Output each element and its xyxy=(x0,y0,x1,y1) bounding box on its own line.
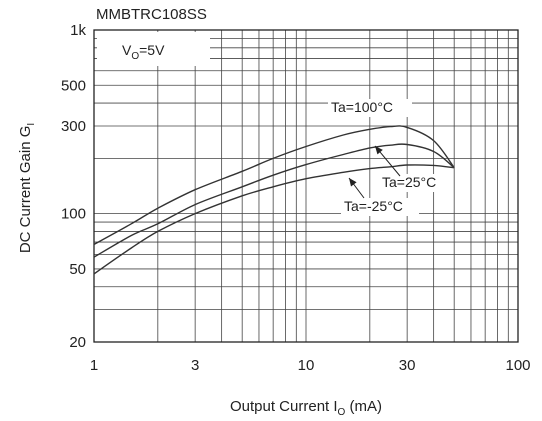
x-tick-label: 10 xyxy=(298,357,315,374)
condition-annotation: VO=5V xyxy=(122,42,165,62)
series-line-ta-100c xyxy=(93,125,455,246)
curve-label-background xyxy=(341,198,419,216)
x-tick-label: 100 xyxy=(505,357,530,374)
y-tick-label: 500 xyxy=(61,77,86,94)
y-tick-label: 50 xyxy=(69,261,86,278)
arrowhead-icon xyxy=(375,146,383,155)
tick-labels: 1 3 10 30 100 20 50 100 300 500 1k xyxy=(61,22,531,374)
curve-label-background xyxy=(328,99,412,117)
curve-label: Ta=25°C xyxy=(382,174,436,190)
arrowhead-icon xyxy=(349,178,357,187)
chart-title: MMBTRC108SS xyxy=(96,6,207,23)
annotation-box xyxy=(97,32,210,66)
curve-label-background xyxy=(379,174,449,192)
y-tick-label: 300 xyxy=(61,118,86,135)
y-axis-title: DC Current Gain GI xyxy=(17,123,37,253)
y-tick-label: 100 xyxy=(61,206,86,223)
y-tick-label: 20 xyxy=(69,334,86,351)
curve-label: Ta=100°C xyxy=(331,99,393,115)
y-tick-label: 1k xyxy=(70,22,86,39)
x-tick-label: 1 xyxy=(90,357,98,374)
plot-frame xyxy=(93,29,519,343)
curve-label: Ta=-25°C xyxy=(344,198,403,214)
curve-labels: Ta=100°C Ta=25°C Ta=-25°C xyxy=(328,99,449,216)
series-line-ta-minus-25c xyxy=(93,164,455,275)
series-line-ta-25c xyxy=(93,143,455,258)
x-tick-label: 3 xyxy=(191,357,199,374)
grid-lines xyxy=(94,30,518,342)
x-axis-title: Output Current IO (mA) xyxy=(230,398,382,418)
series-group xyxy=(93,125,455,275)
x-tick-label: 30 xyxy=(399,357,416,374)
